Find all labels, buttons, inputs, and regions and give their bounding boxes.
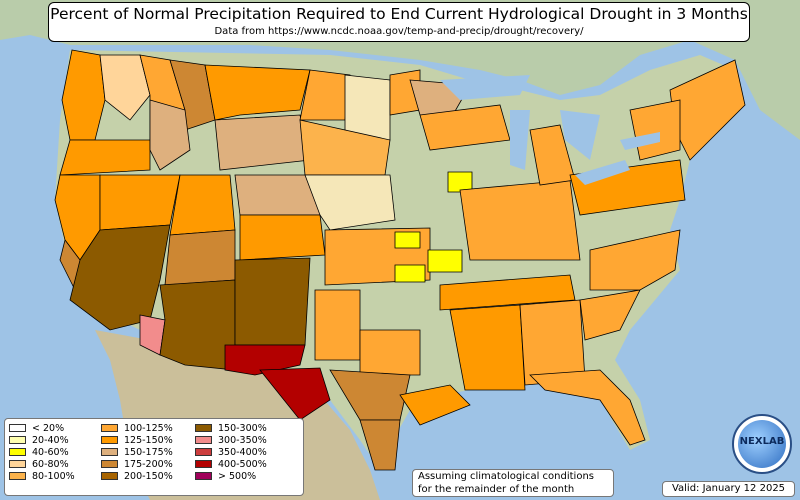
note-line-2: for the remainder of the month <box>418 483 575 495</box>
region-co-south <box>239 214 326 261</box>
lake-michigan <box>510 110 530 170</box>
region-ut-south <box>164 229 236 286</box>
legend-label: 100-125% <box>124 422 173 434</box>
legend-label: 150-300% <box>218 422 267 434</box>
region-tx-north <box>359 329 421 376</box>
region-az <box>159 279 236 371</box>
legend-swatch <box>9 448 26 456</box>
legend: < 20% 20-40% 40-60% 60-80% 80-100% 100-125% 1… <box>4 418 304 496</box>
region-tx-coast <box>399 384 471 426</box>
legend-swatch <box>195 436 212 444</box>
legend-label: 20-40% <box>32 434 69 446</box>
legend-swatch <box>9 436 26 444</box>
legend-column-1: < 20% 20-40% 40-60% 60-80% 80-100% <box>9 422 75 482</box>
legend-label: 200-150% <box>124 470 173 482</box>
legend-swatch <box>101 436 118 444</box>
region-mo-yellow <box>394 231 421 249</box>
legend-swatch <box>195 424 212 432</box>
region-nd-east <box>344 74 391 141</box>
lake-huron <box>560 110 600 160</box>
legend-label: > 500% <box>218 470 257 482</box>
legend-label: 300-350% <box>218 434 267 446</box>
legend-item: 20-40% <box>9 434 75 446</box>
region-mt-west <box>169 59 216 131</box>
assumption-note: Assuming climatological conditions for t… <box>412 469 614 497</box>
region-ok-yellow-2 <box>427 249 463 273</box>
legend-item: 400-500% <box>195 458 267 470</box>
legend-swatch <box>9 460 26 468</box>
region-nv-north <box>99 174 181 231</box>
map-subtitle: Data from https://www.ncdc.noaa.gov/temp… <box>214 26 584 37</box>
legend-swatch <box>101 424 118 432</box>
region-fl <box>529 369 646 446</box>
legend-item: 350-400% <box>195 446 267 458</box>
region-mt-east <box>204 64 311 121</box>
region-ms-al <box>449 304 526 391</box>
region-id-central <box>149 99 191 171</box>
legend-label: < 20% <box>32 422 65 434</box>
legend-swatch <box>9 424 26 432</box>
legend-item: 175-200% <box>101 458 173 470</box>
legend-swatch <box>101 460 118 468</box>
region-tx-panhandle <box>314 289 361 361</box>
legend-label: 125-150% <box>124 434 173 446</box>
nexlab-logo: NEXLAB <box>732 414 792 474</box>
lake-ontario <box>620 132 660 150</box>
legend-column-3: 150-300% 300-350% 350-400% 400-500% > 500% <box>195 422 267 482</box>
legend-swatch <box>101 472 118 480</box>
map-title: Percent of Normal Precipitation Required… <box>50 5 748 23</box>
region-il-in-oh <box>459 179 581 261</box>
legend-label: 60-80% <box>32 458 69 470</box>
legend-label: 350-400% <box>218 446 267 458</box>
legend-swatch <box>101 448 118 456</box>
legend-item: 40-60% <box>9 446 75 458</box>
region-tn <box>439 274 576 311</box>
lake-superior <box>440 75 530 100</box>
valid-date: Valid: January 12 2025 <box>662 481 795 497</box>
legend-label: 175-200% <box>124 458 173 470</box>
legend-swatch <box>195 472 212 480</box>
region-nm <box>234 257 311 346</box>
legend-item: 80-100% <box>9 470 75 482</box>
globe-icon <box>738 420 786 468</box>
note-line-1: Assuming climatological conditions <box>418 471 594 482</box>
region-ok-yellow-1 <box>394 264 426 283</box>
region-tx-south <box>359 419 401 471</box>
region-wy <box>214 114 311 171</box>
legend-swatch <box>195 448 212 456</box>
legend-item: 60-80% <box>9 458 75 470</box>
lake-erie <box>575 160 630 185</box>
region-ut-north <box>169 174 236 236</box>
region-or <box>59 139 151 176</box>
legend-label: 150-175% <box>124 446 173 458</box>
legend-swatch <box>195 460 212 468</box>
title-box: Percent of Normal Precipitation Required… <box>48 2 750 42</box>
legend-item: 150-175% <box>101 446 173 458</box>
legend-label: 40-60% <box>32 446 69 458</box>
legend-item: 300-350% <box>195 434 267 446</box>
legend-label: 80-100% <box>32 470 75 482</box>
legend-item: 125-150% <box>101 434 173 446</box>
region-sw-desert <box>69 224 171 331</box>
legend-item: 200-150% <box>101 470 173 482</box>
legend-item: 100-125% <box>101 422 173 434</box>
legend-label: 400-500% <box>218 458 267 470</box>
logo-text: NEXLAB <box>739 436 785 447</box>
legend-item: < 20% <box>9 422 75 434</box>
legend-column-2: 100-125% 125-150% 150-175% 175-200% 200-150% <box>101 422 173 482</box>
region-tx-west <box>259 367 331 421</box>
legend-item: 150-300% <box>195 422 267 434</box>
region-sc <box>579 289 641 341</box>
legend-item: > 500% <box>195 470 267 482</box>
region-ne <box>304 174 396 231</box>
legend-swatch <box>9 472 26 480</box>
region-nc-va <box>589 229 681 291</box>
region-wa-east <box>99 54 151 121</box>
